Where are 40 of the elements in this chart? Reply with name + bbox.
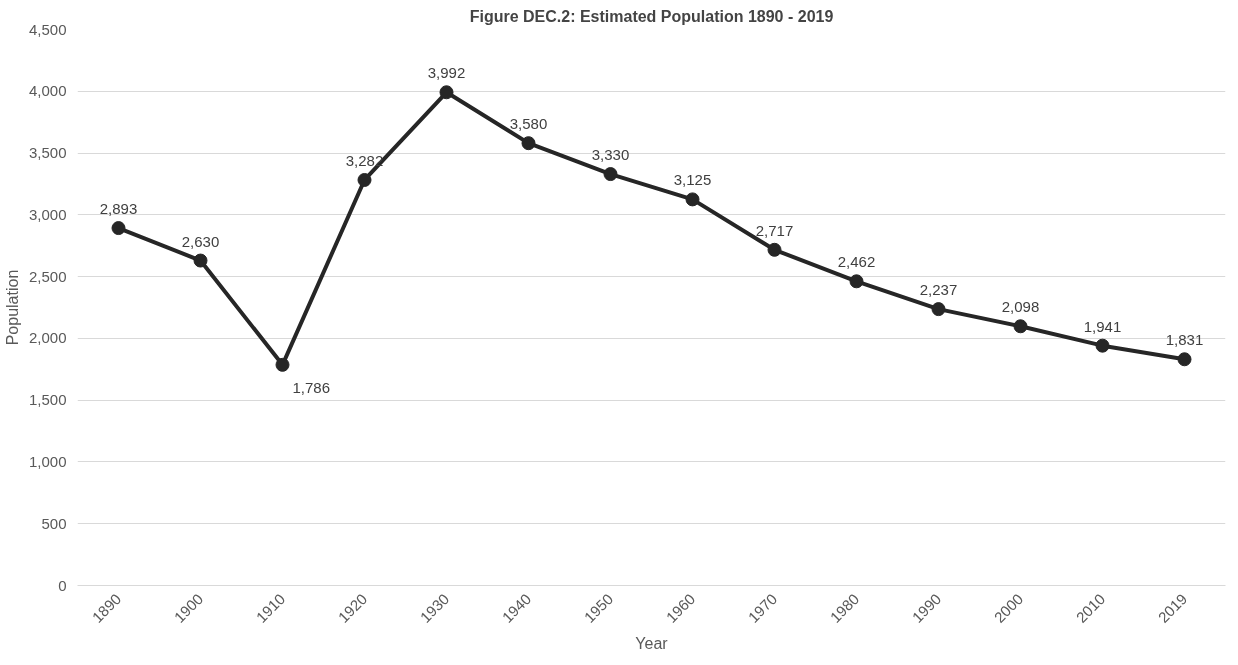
y-tick-label: 0 bbox=[58, 576, 67, 594]
y-tick-label: 4,500 bbox=[28, 20, 67, 38]
y-tick-label: 2,000 bbox=[28, 329, 67, 347]
data-label: 2,237 bbox=[919, 281, 958, 299]
data-label: 1,941 bbox=[1083, 317, 1122, 335]
data-label: 3,125 bbox=[673, 171, 712, 189]
y-tick-label: 2,500 bbox=[28, 267, 67, 285]
point bbox=[849, 274, 864, 289]
y-tick-label: 4,000 bbox=[28, 82, 67, 100]
data-label: 3,580 bbox=[509, 115, 548, 133]
point bbox=[1013, 319, 1028, 334]
chart-title: Figure DEC.2: Estimated Population 1890 - 2019 bbox=[469, 7, 834, 25]
data-label: 1,786 bbox=[292, 378, 331, 396]
y-tick-label: 3,500 bbox=[28, 144, 67, 162]
point bbox=[439, 85, 454, 100]
y-tick-label: 3,000 bbox=[28, 205, 67, 223]
data-label: 3,330 bbox=[591, 146, 630, 164]
point bbox=[603, 167, 618, 182]
x-axis-title: Year bbox=[635, 635, 669, 653]
point bbox=[521, 136, 536, 151]
y-tick-label: 1,000 bbox=[28, 452, 67, 470]
y-axis-title: Population bbox=[3, 269, 21, 346]
data-label: 2,462 bbox=[837, 253, 876, 271]
point bbox=[767, 242, 782, 257]
point bbox=[111, 221, 126, 236]
point bbox=[357, 173, 372, 187]
data-label: 2,893 bbox=[99, 200, 138, 218]
point bbox=[275, 357, 290, 372]
data-label: 3,992 bbox=[427, 64, 466, 82]
y-tick-label: 500 bbox=[41, 514, 67, 532]
data-label: 2,630 bbox=[181, 232, 220, 250]
point bbox=[1177, 352, 1192, 367]
y-tick-label: 1,500 bbox=[28, 391, 67, 409]
point bbox=[193, 253, 208, 268]
point bbox=[685, 192, 700, 207]
data-label: 2,098 bbox=[1001, 298, 1040, 316]
point bbox=[931, 302, 946, 317]
data-label: 1,831 bbox=[1165, 331, 1204, 349]
data-label: 2,717 bbox=[755, 221, 794, 239]
point bbox=[1095, 338, 1110, 353]
